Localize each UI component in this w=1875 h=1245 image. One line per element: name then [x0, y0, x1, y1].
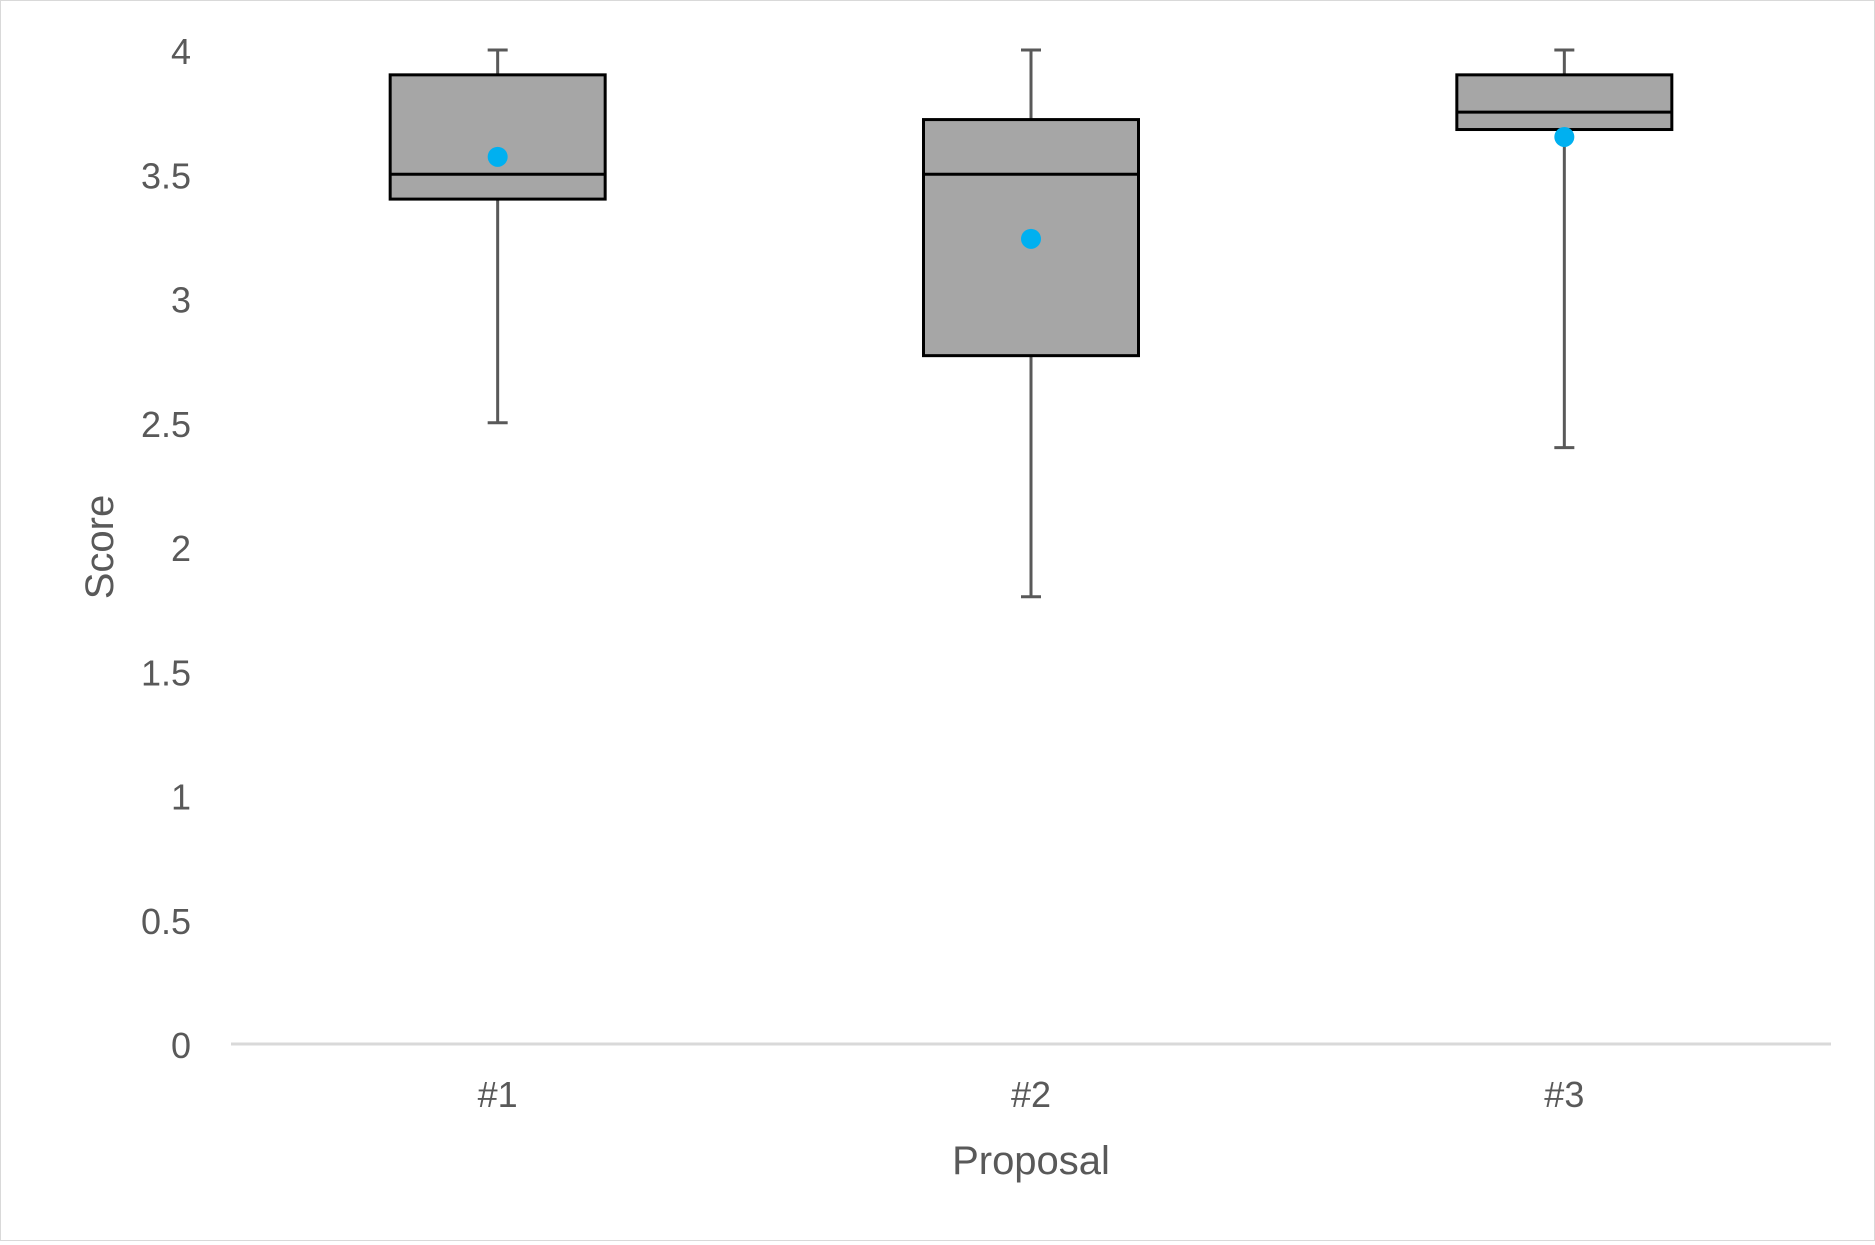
- y-tick-label: 2.5: [141, 404, 191, 445]
- box-group: [1455, 48, 1674, 450]
- y-tick-label: 2: [171, 528, 191, 569]
- x-axis-title: Proposal: [952, 1139, 1110, 1183]
- x-tick-label: #1: [478, 1074, 518, 1115]
- y-axis-title: Score: [78, 495, 122, 600]
- y-tick-label: 3: [171, 280, 191, 321]
- y-axis-tick-labels: 0 0.5 1 1.5 2 2.5 3 3.5 4: [141, 31, 191, 1066]
- y-tick-label: 4: [171, 31, 191, 72]
- x-tick-label: #3: [1544, 1074, 1584, 1115]
- mean-marker: [1554, 126, 1575, 147]
- box: [1455, 73, 1674, 132]
- box: [388, 73, 607, 201]
- mean-marker: [1021, 228, 1041, 249]
- mean-marker: [487, 146, 508, 167]
- box-series: [388, 48, 1674, 599]
- y-tick-label: 0: [171, 1025, 191, 1066]
- box-group: [922, 48, 1140, 599]
- y-tick-label: 3.5: [141, 155, 191, 196]
- box-group: [388, 48, 607, 425]
- y-tick-label: 1.5: [141, 652, 191, 693]
- y-tick-label: 0.5: [141, 901, 191, 942]
- y-tick-label: 1: [171, 777, 191, 818]
- x-tick-label: #2: [1011, 1074, 1051, 1115]
- x-axis-tick-labels: #1 #2 #3: [478, 1074, 1585, 1115]
